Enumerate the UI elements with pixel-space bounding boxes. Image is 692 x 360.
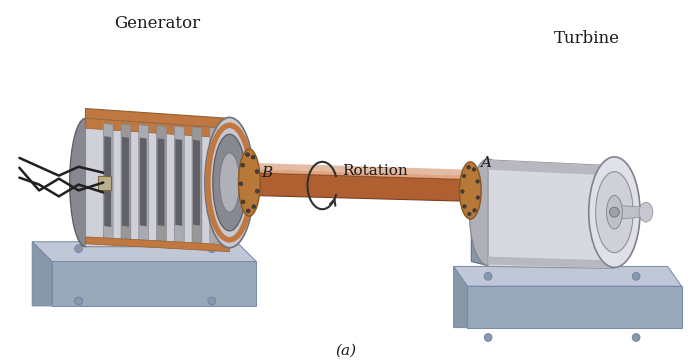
Ellipse shape xyxy=(239,149,260,216)
Polygon shape xyxy=(121,124,131,244)
Circle shape xyxy=(484,333,492,341)
Circle shape xyxy=(476,180,480,183)
Ellipse shape xyxy=(596,172,633,253)
Circle shape xyxy=(251,155,255,159)
Circle shape xyxy=(461,190,464,193)
Polygon shape xyxy=(614,205,646,219)
Circle shape xyxy=(472,168,476,171)
Circle shape xyxy=(632,273,640,280)
Circle shape xyxy=(462,174,466,178)
Ellipse shape xyxy=(469,159,507,265)
Ellipse shape xyxy=(606,195,622,229)
Polygon shape xyxy=(52,261,256,306)
Circle shape xyxy=(239,182,243,186)
Polygon shape xyxy=(122,137,129,227)
Polygon shape xyxy=(86,109,230,128)
Circle shape xyxy=(75,297,82,305)
Circle shape xyxy=(255,170,259,174)
Polygon shape xyxy=(211,140,218,225)
Text: (a): (a) xyxy=(336,343,356,357)
Polygon shape xyxy=(467,286,682,328)
Ellipse shape xyxy=(589,157,640,267)
Ellipse shape xyxy=(212,134,246,231)
Polygon shape xyxy=(453,266,682,286)
Polygon shape xyxy=(158,138,165,226)
Circle shape xyxy=(473,209,476,212)
Polygon shape xyxy=(140,138,147,226)
Circle shape xyxy=(208,297,216,305)
Ellipse shape xyxy=(219,153,239,212)
Circle shape xyxy=(484,273,492,280)
Text: Turbine: Turbine xyxy=(554,30,620,46)
Polygon shape xyxy=(249,189,471,198)
Circle shape xyxy=(241,163,244,167)
Polygon shape xyxy=(471,207,491,266)
Ellipse shape xyxy=(70,118,101,247)
Ellipse shape xyxy=(639,202,653,222)
Circle shape xyxy=(246,209,251,213)
Polygon shape xyxy=(156,126,166,244)
Polygon shape xyxy=(488,160,614,176)
Polygon shape xyxy=(193,140,200,226)
Circle shape xyxy=(246,153,249,157)
Polygon shape xyxy=(98,176,111,190)
Circle shape xyxy=(610,207,619,217)
Polygon shape xyxy=(453,266,467,328)
Polygon shape xyxy=(249,163,471,176)
Polygon shape xyxy=(249,169,471,180)
Ellipse shape xyxy=(205,117,254,248)
Polygon shape xyxy=(249,173,471,201)
Polygon shape xyxy=(139,125,149,244)
Polygon shape xyxy=(33,242,52,306)
Polygon shape xyxy=(210,127,219,243)
Polygon shape xyxy=(174,126,184,244)
Circle shape xyxy=(632,333,640,341)
Polygon shape xyxy=(192,127,202,243)
Circle shape xyxy=(463,205,466,208)
Polygon shape xyxy=(86,118,230,247)
Text: Rotation: Rotation xyxy=(342,164,408,178)
Ellipse shape xyxy=(459,162,481,219)
Circle shape xyxy=(241,200,245,204)
Text: A: A xyxy=(480,156,491,170)
Polygon shape xyxy=(86,237,230,252)
Polygon shape xyxy=(103,123,113,245)
Polygon shape xyxy=(86,118,230,138)
Circle shape xyxy=(75,245,82,253)
Text: B: B xyxy=(261,166,273,180)
Circle shape xyxy=(255,189,260,193)
Circle shape xyxy=(476,196,480,199)
Polygon shape xyxy=(488,160,614,269)
Circle shape xyxy=(468,212,471,216)
Polygon shape xyxy=(488,257,614,269)
Circle shape xyxy=(467,166,471,169)
Polygon shape xyxy=(33,242,256,261)
Text: Generator: Generator xyxy=(114,15,201,32)
Polygon shape xyxy=(104,136,111,227)
Polygon shape xyxy=(175,139,182,226)
Circle shape xyxy=(252,205,256,209)
Circle shape xyxy=(208,245,216,253)
